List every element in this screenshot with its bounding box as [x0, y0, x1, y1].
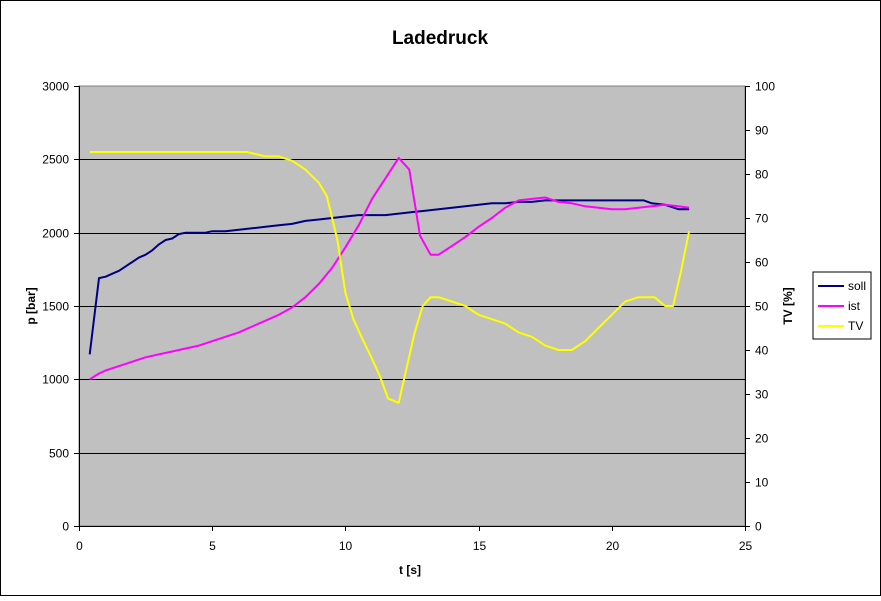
plot-area [78, 85, 746, 527]
legend-label-soll: soll [848, 279, 866, 293]
legend-label-tv: TV [848, 319, 863, 333]
y-tick-label-1: 500 [49, 447, 69, 461]
x-tick-label-0: 0 [76, 539, 83, 553]
y2-tick-label-2: 20 [755, 432, 769, 446]
series-line-ist [89, 156, 690, 381]
y-tick-label-5: 2500 [42, 153, 69, 167]
x-axis-label: t [s] [399, 563, 421, 577]
legend: soll ist TV [812, 271, 872, 340]
y2-tick-label-8: 80 [755, 168, 769, 182]
y-tick-label-4: 2000 [42, 227, 69, 241]
y2-tick-label-0: 0 [755, 520, 762, 534]
x-tick-label-3: 15 [473, 539, 487, 553]
y-tick-label-2: 1000 [42, 373, 69, 387]
series-line-soll [88, 199, 690, 355]
x-tick-label-5: 25 [739, 539, 753, 553]
axes: 0500100015002000250030000102030405060708… [42, 80, 775, 554]
series-line-tv [89, 151, 691, 404]
y2-tick-label-7: 70 [755, 212, 769, 226]
y-tick-label-6: 3000 [42, 80, 69, 94]
series-lines [88, 151, 691, 404]
y2-tick-label-6: 60 [755, 256, 769, 270]
x-tick-label-4: 20 [606, 539, 620, 553]
chart-title: Ladedruck [392, 28, 489, 49]
y-tick-label-3: 1500 [42, 300, 69, 314]
x-tick-label-1: 5 [209, 539, 216, 553]
x-tick-label-2: 10 [339, 539, 353, 553]
y2-tick-label-5: 50 [755, 300, 769, 314]
y2-axis-label: TV [%] [781, 287, 795, 324]
y2-tick-label-4: 40 [755, 344, 769, 358]
y2-tick-label-10: 100 [755, 80, 775, 94]
y2-tick-label-9: 90 [755, 124, 769, 138]
y2-tick-label-1: 10 [755, 476, 769, 490]
y2-tick-label-3: 30 [755, 388, 769, 402]
y-tick-label-0: 0 [62, 520, 69, 534]
legend-label-ist: ist [848, 299, 861, 313]
y-axis-label: p [bar] [24, 287, 38, 324]
